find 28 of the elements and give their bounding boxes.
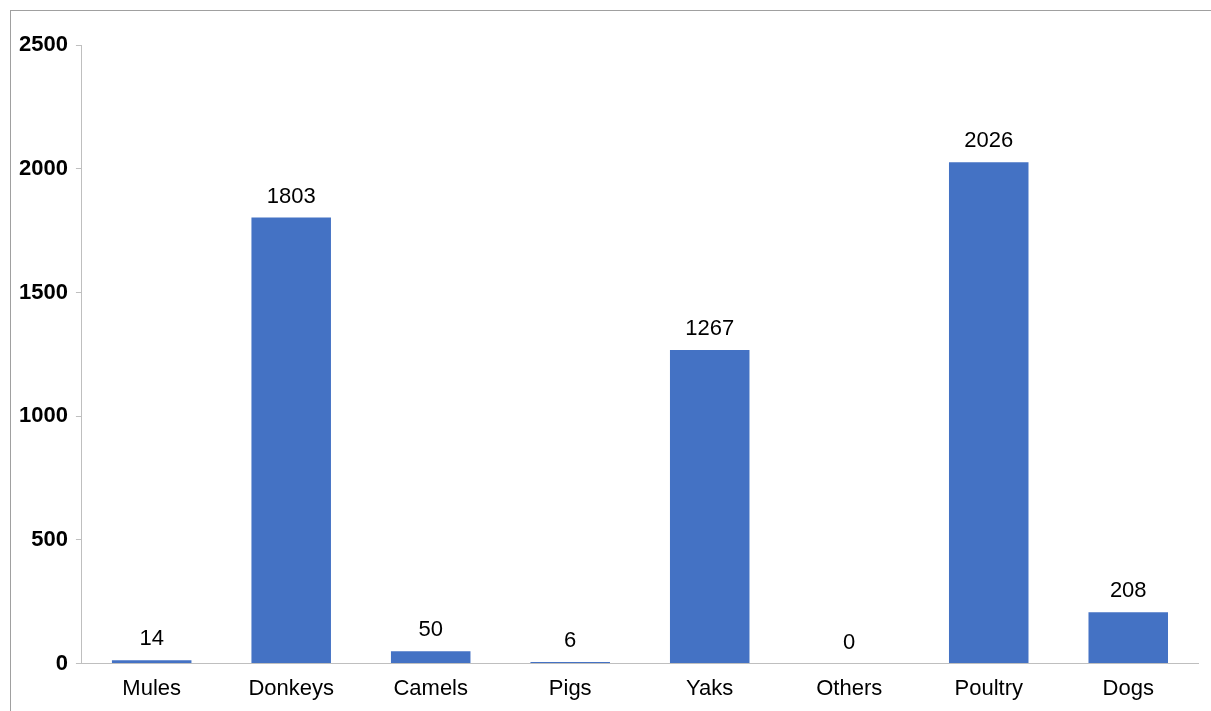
x-tick-label: Camels [393, 674, 468, 700]
bar [251, 217, 331, 664]
y-tick-label: 0 [55, 649, 68, 675]
bar [390, 651, 471, 664]
data-label: 0 [843, 628, 856, 654]
x-tick-label: Mules [122, 674, 182, 700]
data-label: 14 [139, 625, 164, 651]
bar [669, 350, 750, 664]
y-tick-label: 1000 [18, 402, 68, 428]
x-tick-label: Poultry [954, 674, 1023, 700]
data-label: 1267 [685, 315, 735, 341]
x-tick-label: Dogs [1102, 674, 1154, 700]
y-tick-label: 2000 [18, 154, 68, 180]
x-tick-label: Others [816, 674, 883, 700]
x-tick-label: Pigs [548, 674, 592, 700]
y-tick-label: 500 [31, 525, 68, 551]
data-label: 1803 [266, 182, 316, 208]
data-label: 208 [1109, 577, 1147, 603]
data-label: 2026 [964, 127, 1014, 153]
x-tick-label: Yaks [686, 674, 734, 700]
bar [111, 660, 192, 664]
x-tick-label: Donkeys [248, 674, 334, 700]
data-label: 6 [564, 627, 577, 653]
bar [948, 162, 1029, 664]
data-label: 50 [418, 616, 443, 642]
y-tick-label: 1500 [18, 278, 68, 304]
bar [1088, 612, 1169, 664]
y-tick-label: 2500 [18, 31, 68, 57]
